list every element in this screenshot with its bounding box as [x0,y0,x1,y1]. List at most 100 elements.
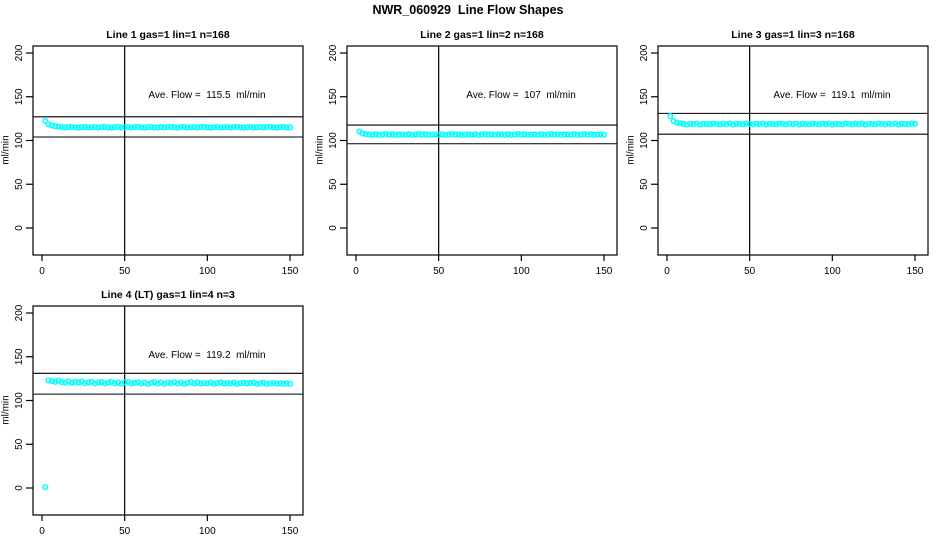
data-point [81,123,89,130]
data-point [561,131,568,138]
data-point [124,123,132,131]
ave-flow-annotation-3: Ave. Flow = 119.1 ml/min [773,90,891,101]
data-point [690,121,697,128]
data-point [465,131,472,138]
data-point [131,124,138,131]
data-point [905,121,912,128]
data-point [52,378,59,385]
data-point [164,379,171,386]
data-point [234,123,241,130]
data-point [749,121,757,128]
data-point [809,120,816,127]
data-point [148,379,155,387]
data-point [594,131,601,138]
data-point [842,120,849,127]
data-point [587,131,594,138]
data-point [911,120,919,127]
data-point [101,123,108,130]
data-point [882,121,889,128]
data-point [267,380,274,387]
data-point [409,131,416,139]
data-point [369,131,376,138]
data-point [538,131,545,138]
data-point [829,121,836,128]
data-point [62,379,69,386]
data-point [462,131,469,138]
data-point [58,379,65,386]
data-point [743,120,750,127]
data-point [243,380,251,387]
data-point [184,124,191,131]
data-point [442,131,449,139]
data-point [852,120,859,127]
data-point [45,121,52,128]
data-point [763,121,770,128]
data-point [247,380,254,387]
data-point [151,124,158,131]
data-point [872,121,879,128]
data-point [359,130,366,137]
data-point [240,124,247,131]
x-tick-label: 50 [433,266,445,277]
data-point [485,131,492,138]
data-point [237,380,244,387]
y-tick-label: 150 [639,88,650,105]
plot-frame [32,45,304,256]
data-point [128,124,135,131]
data-point [792,120,800,127]
data-point [448,130,455,138]
y-axis-label-3: ml/min [625,135,637,165]
data-point [548,130,555,138]
x-tick-label: 0 [353,266,359,277]
data-point [796,121,803,128]
data-point [514,130,522,138]
data-point [128,380,135,387]
data-point [584,131,591,138]
data-point [273,380,280,387]
data-point [577,131,584,138]
y-tick-label: 0 [14,225,25,231]
data-point [468,131,475,138]
data-point [62,124,69,131]
data-point [481,130,489,138]
data-point [713,120,720,127]
data-point [574,131,581,139]
y-tick-label: 150 [14,348,25,365]
x-tick-label: 0 [664,266,670,277]
y-tick-label: 100 [14,392,25,409]
data-point [812,120,819,127]
y-tick-label: 100 [328,132,339,149]
data-point [452,131,459,138]
data-point [786,120,793,127]
data-point [908,120,915,127]
data-point [564,131,571,138]
y-axis-label-2: ml/min [314,135,326,165]
data-point [591,131,598,138]
data-point [220,380,227,387]
data-point [902,120,909,128]
x-tick-label: 150 [907,266,924,277]
data-point [283,124,290,131]
data-point [816,121,823,128]
data-point [154,380,161,387]
data-point [723,121,730,128]
data-point [498,131,505,138]
data-point [217,124,224,131]
data-point [554,131,561,138]
data-point [121,379,128,386]
data-point [878,120,885,127]
data-point [95,124,102,131]
data-point [91,380,98,387]
data-point [72,124,79,131]
data-point [710,120,717,127]
data-point [511,131,518,138]
data-point [144,380,151,387]
data-point [458,131,465,138]
y-tick-label: 150 [14,88,25,105]
data-point [78,124,85,131]
data-point [280,380,287,387]
data-point [144,124,151,131]
data-point [174,124,181,131]
data-point [677,120,684,127]
data-point [161,380,168,387]
